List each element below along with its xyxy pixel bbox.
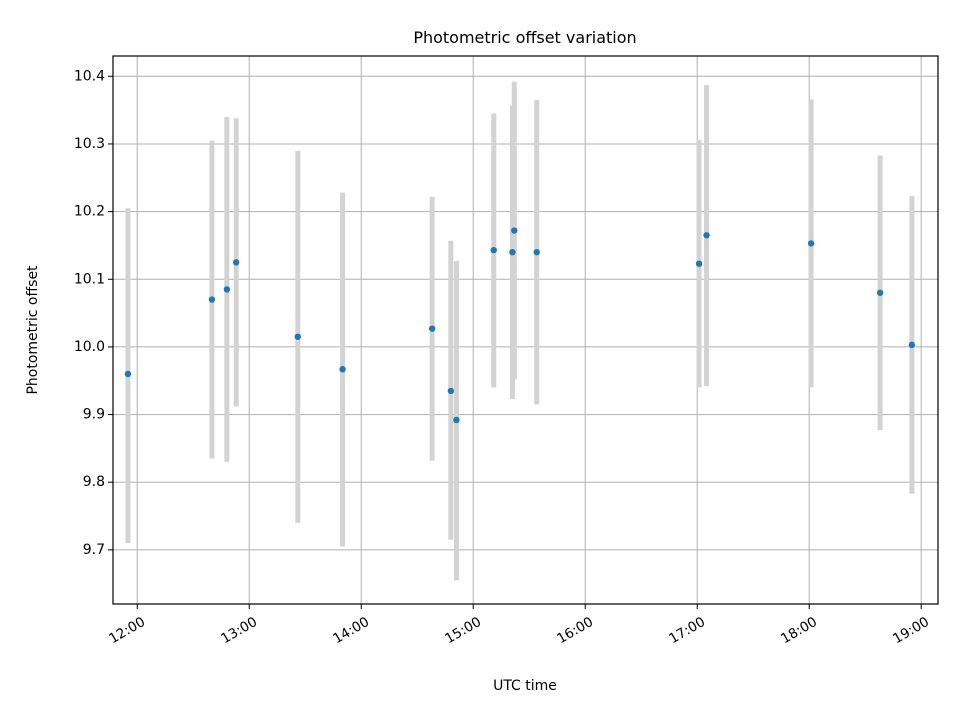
y-tick-label: 9.8 <box>83 474 105 490</box>
x-axis-label: UTC time <box>493 678 557 694</box>
data-point <box>453 416 460 424</box>
y-axis-label: Photometric offset <box>25 265 41 395</box>
data-point <box>511 227 518 234</box>
data-point <box>223 286 231 293</box>
data-point <box>339 366 346 373</box>
data-point <box>124 370 132 378</box>
data-point <box>208 296 216 303</box>
data-point <box>294 333 301 340</box>
plot-frame <box>112 55 939 605</box>
data-point <box>533 248 540 256</box>
y-tick-label: 10.1 <box>74 271 105 287</box>
data-point <box>876 289 884 296</box>
y-tick-label: 9.7 <box>83 542 105 558</box>
y-tick-label: 10.4 <box>74 68 105 84</box>
data-point <box>695 260 703 267</box>
chart-title: Photometric offset variation <box>413 28 636 47</box>
y-tick-label: 10.2 <box>74 204 105 220</box>
data-point <box>428 325 436 332</box>
data-point <box>509 248 516 256</box>
y-tick-label: 9.9 <box>83 407 105 423</box>
y-tick-label: 10.3 <box>74 136 105 152</box>
data-points <box>124 227 916 424</box>
data-point <box>447 387 455 395</box>
data-point <box>232 259 240 266</box>
y-tick-label: 10.0 <box>74 339 105 355</box>
data-point <box>807 240 815 247</box>
data-point <box>490 246 497 254</box>
data-point <box>908 341 916 349</box>
y-axis: 9.7 9.8 9.9 10.0 10.1 10.2 10.3 10.4 <box>74 68 113 558</box>
data-point <box>703 232 710 239</box>
